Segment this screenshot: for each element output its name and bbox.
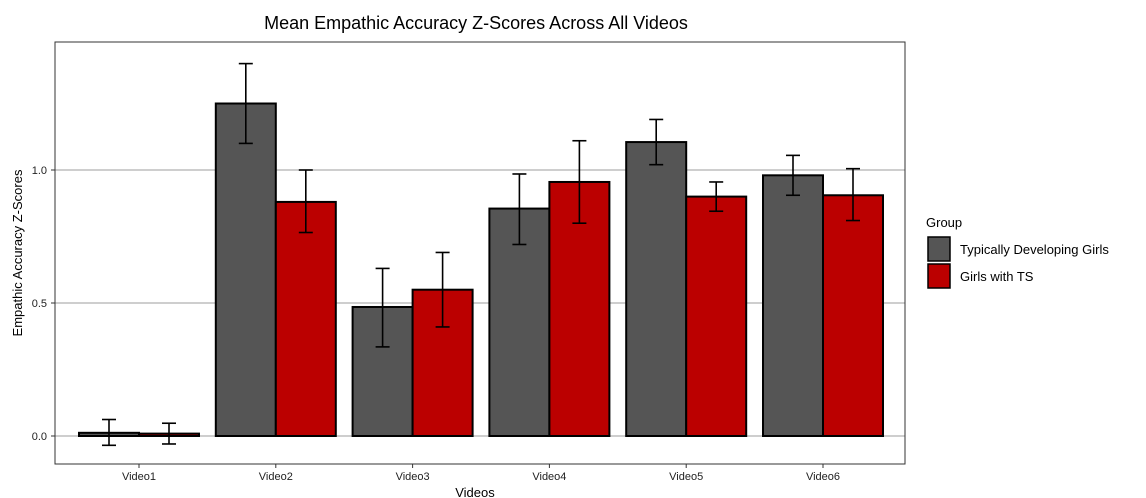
x-axis-ticks: Video1 Video2 Video3 Video4 Video5 Video6 xyxy=(122,464,840,483)
error-bar-Video2-s0 xyxy=(238,62,253,145)
x-tick-label-5: Video6 xyxy=(806,471,840,483)
error-bar-Video2-s1 xyxy=(298,169,313,234)
error-bar-Video3-s0 xyxy=(375,267,390,348)
bar-Video4-s1 xyxy=(548,180,611,437)
y-tick-label-0: 0.0 xyxy=(32,431,47,443)
bar-Video2-s0 xyxy=(214,102,277,437)
error-bar-Video1-s1 xyxy=(162,422,176,445)
bar-Video5-s1 xyxy=(685,195,748,437)
error-bars xyxy=(102,62,860,447)
bars xyxy=(78,102,884,438)
x-tick-label-3: Video4 xyxy=(532,471,566,483)
chart-title: Mean Empathic Accuracy Z-Scores Across A… xyxy=(264,13,688,33)
bar-Video2-s1 xyxy=(274,200,337,437)
bar-Video5-s0 xyxy=(625,141,688,437)
error-bar-Video1-s0 xyxy=(102,418,116,447)
error-bar-Video5-s1 xyxy=(709,181,724,213)
error-bar-Video4-s0 xyxy=(512,173,527,246)
x-tick-label-1: Video2 xyxy=(259,471,293,483)
x-tick-label-2: Video3 xyxy=(396,471,430,483)
y-tick-label-1: 0.5 xyxy=(32,298,47,310)
error-bar-Video5-s0 xyxy=(649,118,664,166)
error-bar-Video3-s1 xyxy=(435,251,450,328)
bar-Video4-s0 xyxy=(488,207,551,437)
bar-Video6-s1 xyxy=(822,194,884,437)
error-bar-Video4-s1 xyxy=(572,139,587,224)
legend-label-1: Girls with TS xyxy=(960,269,1034,284)
x-tick-label-0: Video1 xyxy=(122,471,156,483)
legend-swatch-0 xyxy=(927,236,951,262)
error-bar-Video6-s1 xyxy=(846,167,860,222)
legend-label-0: Typically Developing Girls xyxy=(960,242,1109,257)
y-axis-ticks: 0.0 0.5 1.0 xyxy=(32,165,55,443)
error-bar-Video6-s0 xyxy=(786,154,800,197)
y-tick-label-2: 1.0 xyxy=(32,165,47,177)
plot-panel-border xyxy=(54,41,906,465)
y-axis-label: Empathic Accuracy Z-Scores xyxy=(10,169,25,336)
bar-Video6-s0 xyxy=(762,174,824,437)
x-axis-label: Videos xyxy=(455,485,495,498)
legend-title: Group xyxy=(926,215,962,230)
x-tick-label-4: Video5 xyxy=(669,471,703,483)
legend-swatch-1 xyxy=(927,263,951,289)
legend: Group Typically Developing Girls Girls wi… xyxy=(926,215,1109,289)
